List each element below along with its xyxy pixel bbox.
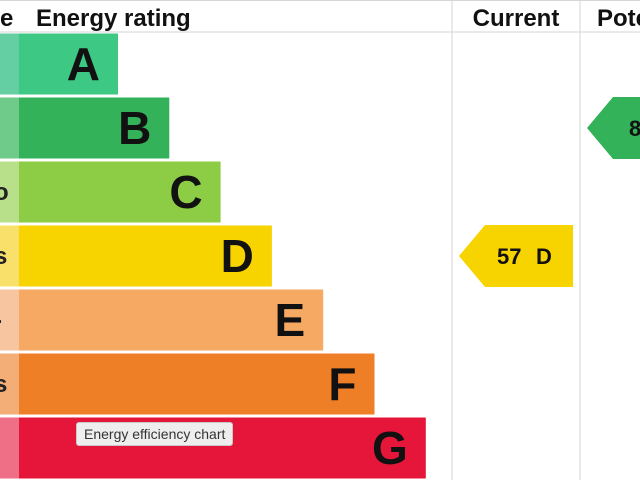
header-energy-rating: Energy rating bbox=[36, 5, 191, 32]
rating-bands: ABo Cs D - Es FG bbox=[0, 33, 426, 479]
band-bar-d bbox=[19, 225, 272, 287]
rating-markers: 57 D 8 bbox=[459, 97, 640, 287]
current-rating-letter: D bbox=[536, 244, 552, 269]
potential-rating-value: 8 bbox=[629, 116, 640, 141]
band-bar-c bbox=[19, 161, 221, 223]
band-bar-e bbox=[19, 289, 324, 351]
band-side-f bbox=[0, 353, 19, 415]
band-letter-b: B bbox=[118, 102, 151, 154]
header-potential: Pote bbox=[597, 5, 640, 32]
band-side-label-c: o bbox=[0, 179, 9, 206]
band-letter-f: F bbox=[328, 358, 356, 410]
band-side-g bbox=[0, 417, 19, 479]
band-bar-a bbox=[19, 33, 118, 95]
band-letter-g: G bbox=[372, 422, 408, 474]
chart-tooltip: Energy efficiency chart bbox=[76, 422, 234, 446]
band-side-e bbox=[0, 289, 19, 351]
band-side-c bbox=[0, 161, 19, 223]
band-letter-a: A bbox=[67, 38, 100, 90]
band-letter-c: C bbox=[169, 166, 202, 218]
band-side-b bbox=[0, 97, 19, 159]
band-bar-f bbox=[19, 353, 375, 415]
band-letter-d: D bbox=[221, 230, 254, 282]
current-rating-arrow bbox=[459, 225, 573, 287]
band-letter-e: E bbox=[275, 294, 306, 346]
band-side-label-f: s bbox=[0, 371, 7, 398]
band-side-a bbox=[0, 33, 19, 95]
potential-rating-arrow bbox=[587, 97, 640, 159]
band-side-label-d: s bbox=[0, 243, 7, 270]
band-side-label-e: - bbox=[0, 307, 2, 334]
header-current: Current bbox=[473, 5, 560, 32]
band-side-d bbox=[0, 225, 19, 287]
current-rating-value: 57 bbox=[497, 244, 521, 269]
header-score: e bbox=[0, 5, 13, 32]
band-bar-b bbox=[19, 97, 170, 159]
